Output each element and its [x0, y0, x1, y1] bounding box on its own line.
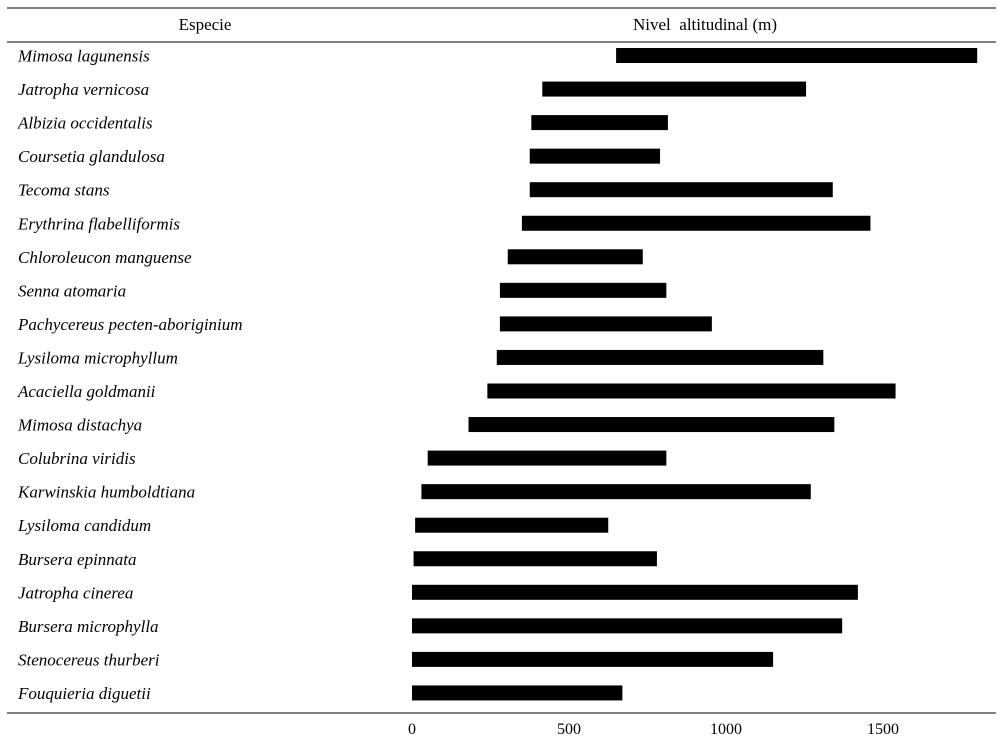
species-label: Lysiloma microphyllum: [17, 348, 178, 367]
x-tick-label: 1000: [710, 721, 742, 738]
species-label: Fouquieria diguetii: [17, 684, 151, 703]
species-label: Chloroleucon manguense: [18, 248, 192, 267]
species-label: Albizia occidentalis: [17, 114, 153, 133]
range-bar: [468, 417, 835, 433]
range-bar: [529, 148, 661, 164]
species-label: Karwinskia humboldtiana: [17, 483, 195, 502]
range-bar: [412, 618, 843, 634]
species-label: Bursera microphylla: [18, 617, 159, 636]
x-tick-label: 500: [557, 721, 581, 738]
species-label: Stenocereus thurberi: [18, 650, 160, 669]
species-label: Colubrina viridis: [18, 449, 136, 468]
x-tick-label: 1500: [867, 721, 899, 738]
range-bar: [413, 551, 657, 567]
range-bar: [521, 215, 871, 231]
range-bar: [542, 81, 807, 97]
range-bar: [415, 517, 609, 533]
species-label: Senna atomaria: [18, 281, 126, 300]
x-tick-label: 0: [408, 721, 416, 738]
altitude-column-header: Nivel altitudinal (m): [633, 15, 777, 34]
species-label: Mimosa distachya: [17, 416, 142, 435]
species-label: Lysiloma candidum: [17, 516, 151, 535]
range-bar: [529, 182, 833, 198]
species-label: Jatropha cinerea: [18, 583, 133, 602]
range-bar: [412, 685, 623, 701]
range-bar: [487, 383, 896, 399]
species-label: Pachycereus pecten-aboriginium: [17, 315, 243, 334]
range-bar: [427, 450, 667, 466]
species-label: Acaciella goldmanii: [17, 382, 156, 401]
species-label: Jatropha vernicosa: [18, 80, 149, 99]
species-rows: Mimosa lagunensis Jatropha vernicosa Albiz…: [17, 47, 978, 703]
range-bar: [421, 484, 811, 500]
range-bar: [499, 316, 712, 332]
x-axis-ticks: 0 500 1000 1500: [408, 721, 899, 738]
species-label: Bursera epinnata: [18, 550, 137, 569]
species-label: Coursetia glandulosa: [18, 147, 165, 166]
range-bar: [616, 48, 978, 63]
range-bar: [412, 584, 858, 600]
range-bar: [412, 651, 774, 667]
range-bar: [496, 349, 824, 365]
range-bar: [499, 282, 667, 298]
species-label: Tecoma stans: [18, 181, 110, 200]
species-label: Erythrina flabelliformis: [17, 214, 180, 233]
species-label: Mimosa lagunensis: [17, 47, 150, 66]
range-bar: [531, 115, 668, 131]
species-column-header: Especie: [179, 15, 232, 34]
range-bar: [507, 249, 643, 265]
